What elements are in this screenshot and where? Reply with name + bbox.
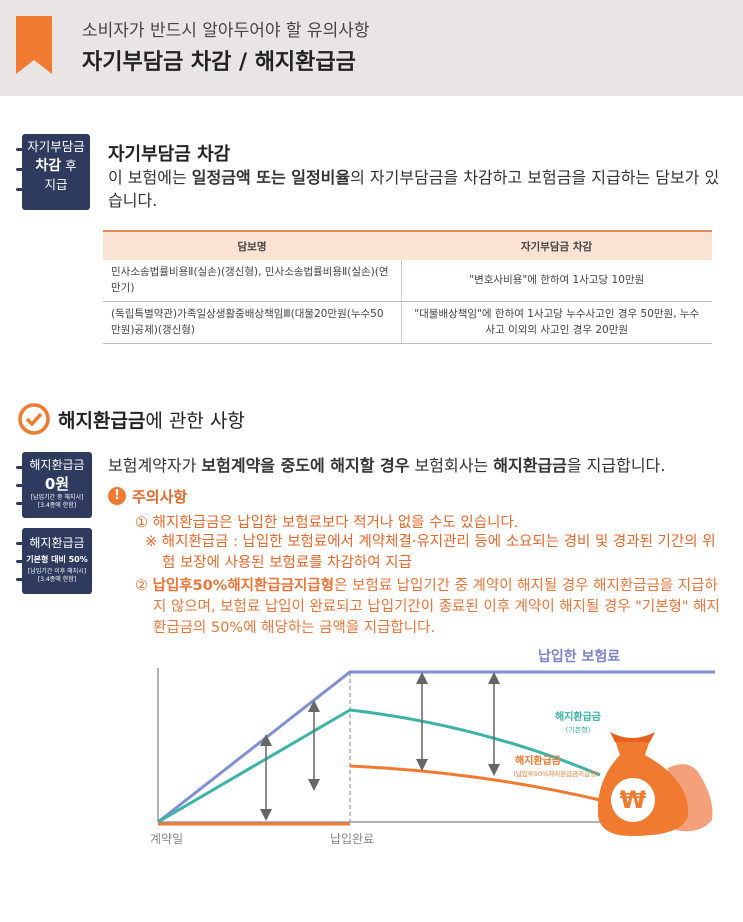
text: 보험회사는: [409, 456, 494, 475]
badge-text: 지급: [44, 177, 68, 193]
section-description: 이 보험에는 일정금액 또는 일정비율의 자기부담금을 차감하고 보험금을 지급…: [108, 166, 720, 212]
check-icon: [18, 403, 50, 435]
badge-note: [3.4종에 한함]: [37, 501, 77, 509]
text: ②: [135, 578, 153, 594]
emphasis: 납입후50%해지환급금지급형: [152, 578, 335, 594]
notice-title: 주의사항: [132, 488, 188, 506]
header-title: 자기부담금 차감 / 해지환급금: [82, 50, 356, 75]
header-bar: [0, 0, 743, 96]
section-heading: 해지환급금에 관한 사항: [58, 406, 245, 433]
text: 은 보험료 납입기간 중 계약이 해지될 경우 해지환급금을 지급하지 않으며,…: [153, 578, 720, 637]
basic-sublabel: (기본형): [566, 725, 591, 734]
table-cell: "변호사비용"에 한하여 1사고당 10만원: [400, 260, 712, 302]
refund-statement: 보험계약자가 보험계약을 중도에 해지할 경우 보험회사는 해지환급금을 지급합…: [108, 452, 728, 476]
half-refund-line: [349, 764, 601, 802]
table-header: 담보명: [103, 230, 401, 260]
bookmark-icon: [16, 16, 52, 74]
badge-note: [납입기간 이후 해지시]: [27, 568, 87, 575]
badge-text: 자기부담금: [27, 139, 85, 154]
text: 의 자기부담금을 차감하고 보험금을 지급하는 담보가 있습니다.: [108, 168, 720, 211]
badge-text: 기본형 대비 50%: [26, 555, 88, 564]
badge-text: 0원: [44, 475, 70, 493]
table-header: 자기부담금 차감: [401, 230, 712, 260]
deductible-table: 담보명 자기부담금 차감 민사소송법률비용Ⅱ(실손)(갱신형), 민사소송법률비용…: [103, 230, 712, 344]
refund-badge: 해지환급금 0원 [납입기간 중 해지시] [3.4종에 한함]: [16, 452, 92, 518]
badge-note: [3.4종에 한함]: [37, 575, 77, 583]
header-subtitle: 소비자가 반드시 알아두어야 할 유의사항: [82, 21, 370, 41]
premium-label: 납입한 보험료: [538, 648, 620, 665]
refund-diagram: 납입한 보험료 해지환급금 (기본형) 해지환급금 (납입후50%해지환급금지급…: [150, 648, 715, 846]
half-sublabel: (납입후50%해지환급금지급형): [513, 769, 598, 778]
table-cell: (독립특별약관)가족일상생활중배상책임Ⅲ(대물20만원(누수50만원)공제)(갱…: [103, 301, 401, 344]
start-label: 계약일: [150, 831, 183, 846]
text: 이 보험에는: [108, 168, 192, 187]
badge-text: 차감: [35, 158, 62, 175]
notice-item: ② 납입후50%해지환급금지급형은 보험료 납입기간 중 계약이 해지될 경우 …: [135, 576, 725, 639]
deductible-badge: 자기부담금 차감 후 지급: [16, 134, 90, 210]
text: 을 지급합니다.: [566, 456, 666, 475]
basic-refund-line: [157, 708, 601, 824]
emphasis: 일정금액 또는 일정비율: [191, 168, 351, 187]
table-cell: 민사소송법률비용Ⅱ(실손)(갱신형), 민사소송법률비용Ⅱ(실손)(연만기): [103, 260, 401, 302]
basic-label: 해지환급금: [555, 710, 601, 723]
badge-note: [납입기간 중 해지시]: [30, 494, 84, 501]
emphasis: 해지환급금: [493, 456, 567, 475]
section-heading: 자기부담금 차감: [108, 144, 231, 165]
badge-text: 해지환급금: [29, 458, 85, 472]
end-label: 납입완료: [330, 832, 374, 846]
notice-item: ① 해지환급금은 납입한 보험료보다 적거나 없을 수도 있습니다.: [135, 515, 519, 531]
refund-badge: 해지환급금 기본형 대비 50% [납입기간 이후 해지시] [3.4종에 한함…: [16, 528, 92, 594]
table-cell: "대물배상책임"에 한하여 1사고당 누수사고인 경우 50만원, 누수사고 이…: [400, 301, 712, 344]
badge-text: 후: [65, 158, 77, 174]
text: 보험계약자가: [108, 456, 202, 475]
emphasis: 해지환급금: [58, 410, 146, 432]
currency-symbol: ₩: [620, 786, 647, 814]
text: 에 관한 사항: [145, 410, 245, 432]
emphasis: 보험계약을 중도에 해지할 경우: [201, 456, 410, 475]
notice-item: ※ 해지환급금 : 납입한 보험료에서 계약체결·유지관리 등에 소요되는 경비…: [145, 534, 716, 572]
notice-icon: !: [108, 487, 126, 505]
badge-text: 해지환급금: [29, 536, 85, 550]
arrows: [260, 672, 500, 821]
money-bag-icon: ₩: [597, 732, 713, 836]
half-label: 해지환급금: [515, 754, 561, 767]
premium-line: [157, 670, 715, 824]
